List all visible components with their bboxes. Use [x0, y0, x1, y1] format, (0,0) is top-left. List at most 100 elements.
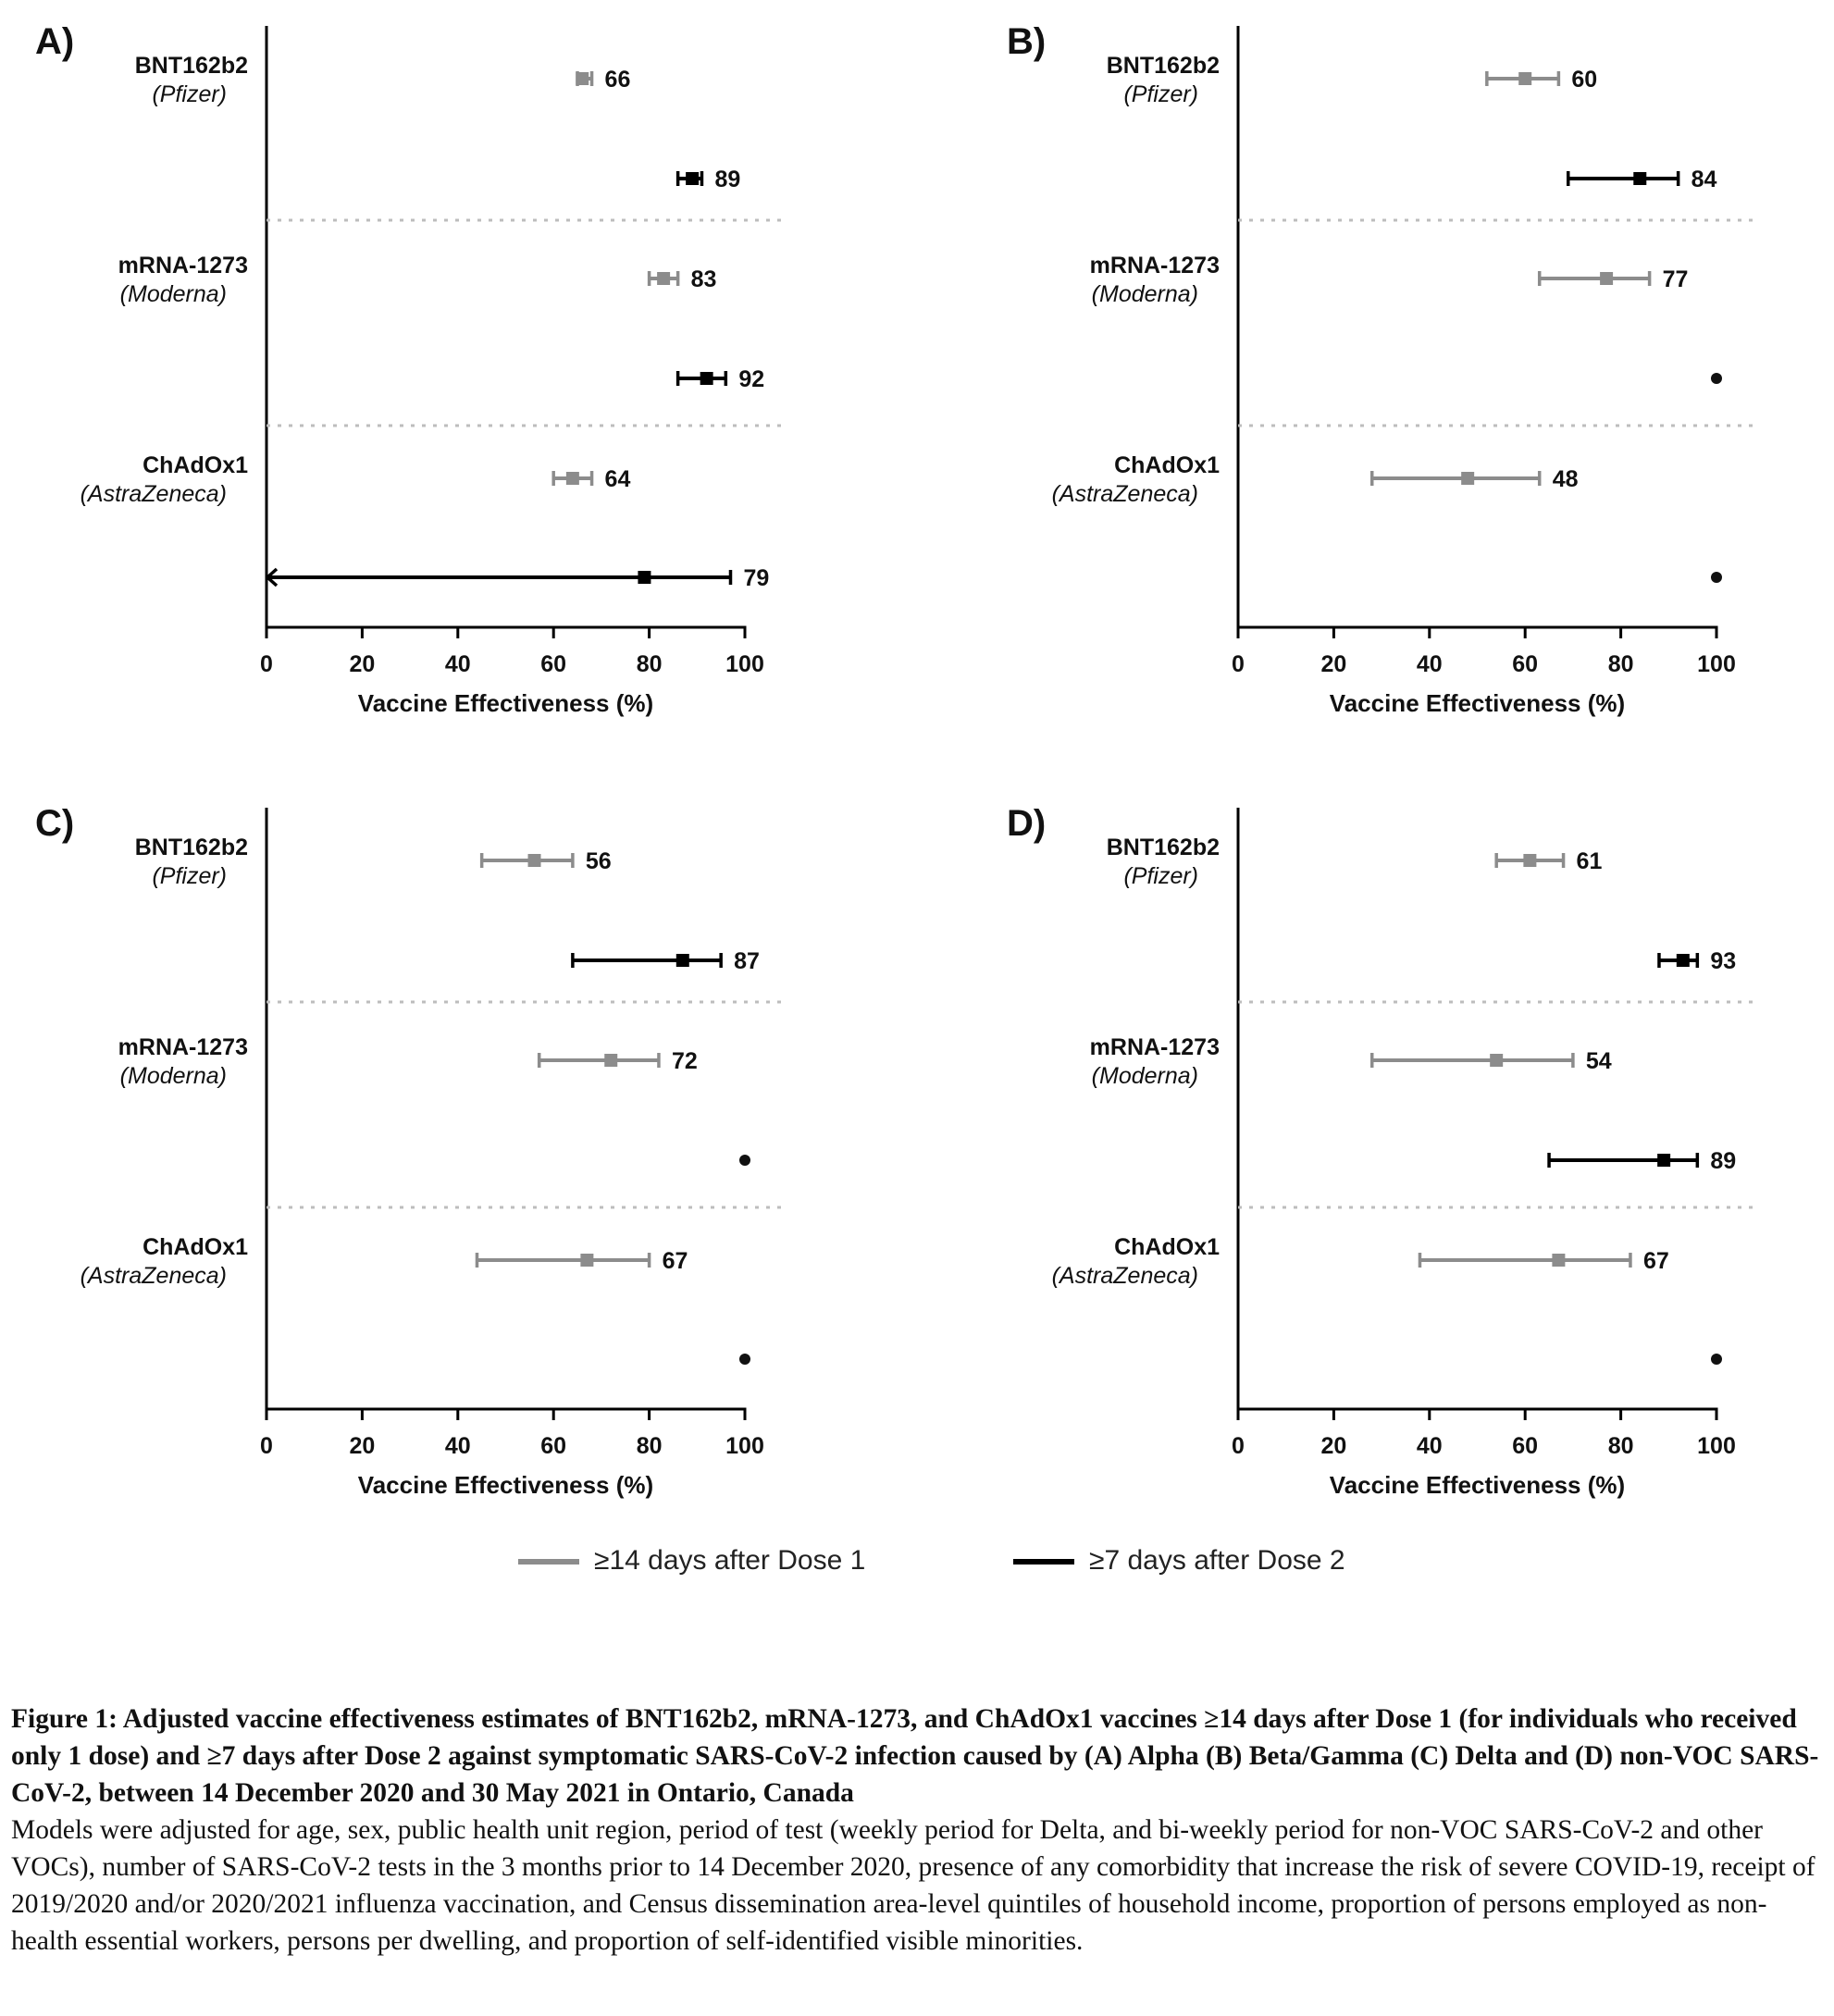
point-estimate — [1552, 1254, 1566, 1267]
x-tick-label: 0 — [1232, 651, 1245, 677]
value-label: 61 — [1577, 848, 1603, 874]
point-estimate — [580, 1254, 594, 1267]
group-sublabel: (Pfizer) — [152, 863, 227, 889]
point-estimate — [1461, 472, 1475, 485]
value-label: 92 — [738, 366, 764, 392]
value-label: 83 — [691, 266, 717, 292]
group-label: mRNA-1273 — [1090, 1034, 1220, 1060]
x-tick-label: 80 — [1608, 651, 1634, 677]
group-label: ChAdOx1 — [143, 452, 248, 478]
x-tick-label: 60 — [540, 651, 566, 677]
group-label: mRNA-1273 — [118, 1034, 248, 1060]
panel-label: D) — [1007, 803, 1046, 844]
group-sublabel: (AstraZeneca) — [1052, 481, 1198, 507]
figure-caption: Figure 1: Adjusted vaccine effectiveness… — [11, 1701, 1825, 1960]
x-tick-label: 80 — [1608, 1433, 1634, 1459]
legend-item-dose2: ≥7 days after Dose 2 — [1013, 1545, 1345, 1577]
legend-swatch-dose2 — [1013, 1559, 1074, 1565]
x-tick-label: 0 — [260, 651, 273, 677]
point-estimate — [1490, 1054, 1504, 1067]
x-tick-label: 100 — [725, 1433, 764, 1459]
point-marker — [1711, 373, 1722, 384]
point-estimate — [675, 954, 689, 967]
x-tick-label: 40 — [1417, 1433, 1443, 1459]
point-marker — [739, 1354, 750, 1365]
point-marker — [1711, 1354, 1722, 1365]
x-axis-title: Vaccine Effectiveness (%) — [1330, 689, 1625, 717]
group-label: mRNA-1273 — [118, 253, 248, 278]
group-label: ChAdOx1 — [1114, 452, 1220, 478]
point-estimate — [1676, 954, 1690, 967]
x-tick-label: 100 — [1697, 651, 1736, 677]
group-label: ChAdOx1 — [1114, 1234, 1220, 1260]
point-estimate — [565, 472, 579, 485]
group-label: ChAdOx1 — [143, 1234, 248, 1260]
group-label: mRNA-1273 — [1090, 253, 1220, 278]
value-label: 89 — [714, 167, 740, 192]
group-sublabel: (Pfizer) — [152, 81, 227, 107]
value-label: 67 — [1643, 1248, 1669, 1274]
group-sublabel: (Moderna) — [120, 1063, 227, 1089]
x-tick-label: 40 — [1417, 651, 1443, 677]
point-estimate — [657, 272, 671, 285]
point-estimate — [1657, 1154, 1671, 1167]
point-estimate — [1633, 172, 1647, 185]
point-estimate — [1600, 272, 1614, 285]
point-estimate — [686, 172, 700, 185]
legend-swatch-dose1 — [518, 1559, 579, 1565]
value-label: 84 — [1691, 167, 1717, 192]
group-sublabel: (Pfizer) — [1123, 81, 1198, 107]
value-label: 79 — [743, 565, 769, 591]
x-tick-label: 0 — [1232, 1433, 1245, 1459]
x-tick-label: 60 — [540, 1433, 566, 1459]
point-marker — [1711, 572, 1722, 583]
group-sublabel: (Pfizer) — [1123, 863, 1198, 889]
panel-label: C) — [35, 803, 74, 844]
panel-label: A) — [35, 21, 74, 62]
point-estimate — [527, 854, 541, 867]
group-sublabel: (Moderna) — [1092, 1063, 1198, 1089]
forest-plot-svg: D) 0 20 40 60 80 100 Vaccine Effectiveness (%) B… — [1007, 803, 1758, 1499]
group-sublabel: (AstraZeneca) — [81, 1263, 227, 1289]
x-axis-title: Vaccine Effectiveness (%) — [358, 1471, 653, 1499]
value-label: 67 — [663, 1248, 688, 1274]
chart-panel-c: C) 0 20 40 60 80 100 Vaccine Effectiveness (%) B… — [0, 782, 917, 1561]
value-label: 72 — [672, 1048, 698, 1074]
x-tick-label: 80 — [637, 1433, 663, 1459]
legend-label-dose1: ≥14 days after Dose 1 — [594, 1545, 866, 1576]
group-label: BNT162b2 — [1107, 835, 1220, 860]
x-tick-label: 40 — [445, 1433, 471, 1459]
x-tick-label: 80 — [637, 651, 663, 677]
value-label: 66 — [605, 67, 631, 93]
point-marker — [739, 1155, 750, 1166]
legend-item-dose1: ≥14 days after Dose 1 — [518, 1545, 865, 1577]
forest-plot-svg: C) 0 20 40 60 80 100 Vaccine Effectiveness (%) B… — [35, 803, 787, 1499]
caption-title: Figure 1: Adjusted vaccine effectiveness… — [11, 1704, 1819, 1808]
x-axis-title: Vaccine Effectiveness (%) — [358, 689, 653, 717]
value-label: 48 — [1553, 466, 1579, 492]
value-label: 64 — [605, 466, 631, 492]
group-label: BNT162b2 — [1107, 53, 1220, 79]
point-estimate — [700, 372, 713, 385]
value-label: 87 — [734, 948, 760, 974]
value-label: 56 — [586, 848, 612, 874]
forest-plot-svg: A) 0 20 40 60 80 100 Vaccine Effectiveness (%) B… — [35, 21, 787, 717]
legend-label-dose2: ≥7 days after Dose 2 — [1089, 1545, 1345, 1576]
point-estimate — [1518, 72, 1532, 85]
group-sublabel: (AstraZeneca) — [1052, 1263, 1198, 1289]
x-tick-label: 100 — [725, 651, 764, 677]
value-label: 89 — [1710, 1148, 1736, 1174]
chart-panel-b: B) 0 20 40 60 80 100 Vaccine Effectiveness (%) B… — [972, 0, 1834, 779]
group-sublabel: (AstraZeneca) — [81, 481, 227, 507]
x-tick-label: 20 — [349, 1433, 375, 1459]
x-tick-label: 20 — [349, 651, 375, 677]
value-label: 54 — [1586, 1048, 1612, 1074]
chart-panel-a: A) 0 20 40 60 80 100 Vaccine Effectiveness (%) B… — [0, 0, 917, 779]
x-tick-label: 20 — [1320, 1433, 1346, 1459]
group-sublabel: (Moderna) — [1092, 281, 1198, 307]
forest-plot-svg: B) 0 20 40 60 80 100 Vaccine Effectiveness (%) B… — [1007, 21, 1758, 717]
value-label: 60 — [1571, 67, 1597, 93]
group-sublabel: (Moderna) — [120, 281, 227, 307]
x-tick-label: 0 — [260, 1433, 273, 1459]
point-estimate — [576, 72, 589, 85]
